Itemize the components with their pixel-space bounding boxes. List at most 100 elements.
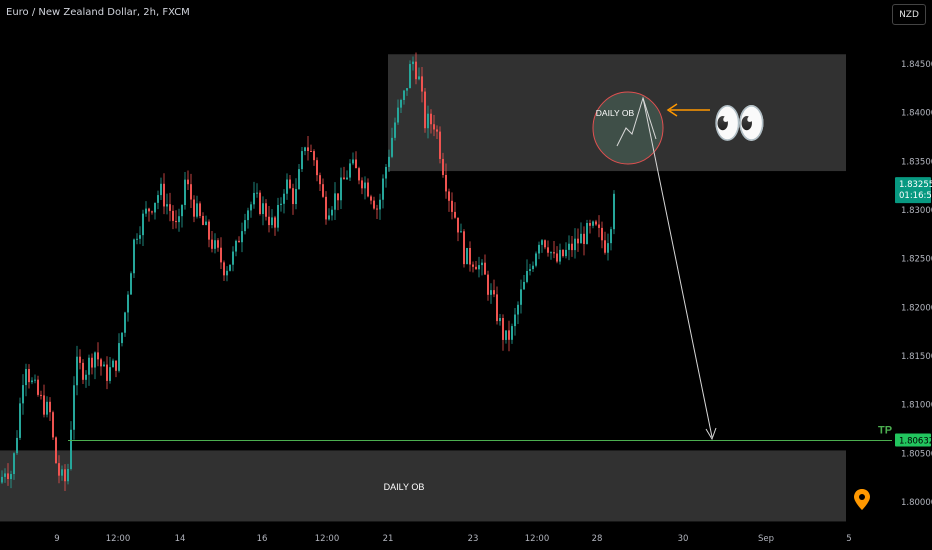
candle-body (277, 204, 279, 228)
candle-body (94, 352, 96, 368)
candle-body (355, 159, 357, 169)
candle-body (523, 281, 525, 290)
currency-button[interactable]: NZD (892, 4, 926, 25)
x-tick-label: 5 (846, 534, 851, 544)
candle-body (139, 235, 141, 239)
candle-body (7, 473, 9, 480)
candle-body (550, 252, 552, 254)
candle-body (334, 193, 336, 210)
candle-body (445, 174, 447, 192)
candle-body (211, 239, 213, 249)
candle-body (460, 231, 462, 233)
axes-layer: 1.84500 1.84000 1.83500 1.83000 1.82500 1.820… (54, 60, 932, 544)
x-tick-label: 23 (468, 534, 479, 544)
candle-body (166, 204, 168, 207)
candle-body (466, 247, 468, 265)
candle-body (13, 453, 15, 475)
candle-body (262, 203, 264, 214)
candle-body (511, 326, 513, 340)
candle-body (100, 359, 102, 367)
candle-body (241, 231, 243, 243)
candle-body (25, 368, 27, 386)
candle-body (421, 76, 423, 92)
candles-layer (1, 52, 615, 492)
candle-body (358, 168, 360, 181)
candle-body (391, 137, 393, 157)
candle-body (412, 61, 414, 65)
candle-body (376, 208, 378, 210)
zones-layer (0, 54, 846, 522)
candle-body (226, 270, 228, 276)
candle-body (532, 265, 534, 270)
candle-body (268, 216, 270, 226)
candle-body (169, 204, 171, 211)
projection-arrow (642, 97, 713, 438)
candle-body (349, 163, 351, 178)
candle-body (112, 360, 114, 368)
candle-body (331, 209, 333, 216)
orange-arrowhead (666, 103, 678, 117)
candle-body (109, 367, 111, 381)
current-price-value: 1.83255 (899, 180, 932, 190)
candle-body (508, 330, 510, 340)
candle-body (544, 240, 546, 248)
candle-body (307, 147, 309, 151)
y-tick-label: 1.84000 (901, 109, 932, 119)
candle-body (310, 150, 312, 152)
candle-body (484, 262, 486, 275)
candle-body (382, 178, 384, 200)
candle-body (430, 113, 432, 125)
x-tick-label: 14 (175, 534, 186, 544)
candle-body (19, 403, 21, 438)
candle-body (400, 99, 402, 108)
candle-body (352, 159, 354, 164)
tp-label: TP (878, 424, 892, 436)
eyes-icon: 👀 (712, 98, 767, 149)
candle-body (433, 124, 435, 130)
candle-body (49, 401, 51, 413)
candle-body (244, 220, 246, 232)
candle-body (163, 183, 165, 207)
candle-body (118, 343, 120, 371)
candle-body (463, 231, 465, 265)
candle-body (76, 356, 78, 386)
candle-body (196, 203, 198, 217)
candle-body (397, 107, 399, 123)
y-tick-label: 1.81500 (901, 352, 932, 362)
tp-price-value: 1.80632 (899, 436, 932, 446)
candle-body (394, 122, 396, 138)
candle-body (55, 437, 57, 464)
candle-body (406, 88, 408, 91)
candle-body (37, 379, 39, 395)
candle-body (136, 238, 138, 240)
x-tick-label: 16 (257, 534, 268, 544)
candle-body (280, 203, 282, 205)
candle-body (496, 294, 498, 322)
candle-body (79, 356, 81, 363)
candle-body (295, 188, 297, 205)
candle-body (457, 217, 459, 233)
countdown-value: 01:16:50 (899, 191, 932, 201)
candle-body (535, 253, 537, 266)
candle-body (490, 290, 492, 295)
candle-body (202, 215, 204, 225)
candle-body (613, 193, 615, 230)
candle-body (40, 394, 42, 396)
candle-body (304, 147, 306, 152)
candle-body (298, 169, 300, 189)
candle-body (559, 249, 561, 262)
candle-body (247, 210, 249, 221)
projection-arrowhead (705, 427, 717, 441)
candle-body (574, 238, 576, 251)
candle-body (493, 290, 495, 295)
candle-body (4, 473, 6, 477)
candle-body (316, 160, 318, 176)
tp-price-label (895, 433, 931, 447)
candle-body (187, 179, 189, 185)
candle-body (469, 247, 471, 265)
candle-body (46, 401, 48, 415)
x-tick-label: 21 (383, 534, 394, 544)
candle-body (343, 177, 345, 180)
candle-body (388, 156, 390, 167)
